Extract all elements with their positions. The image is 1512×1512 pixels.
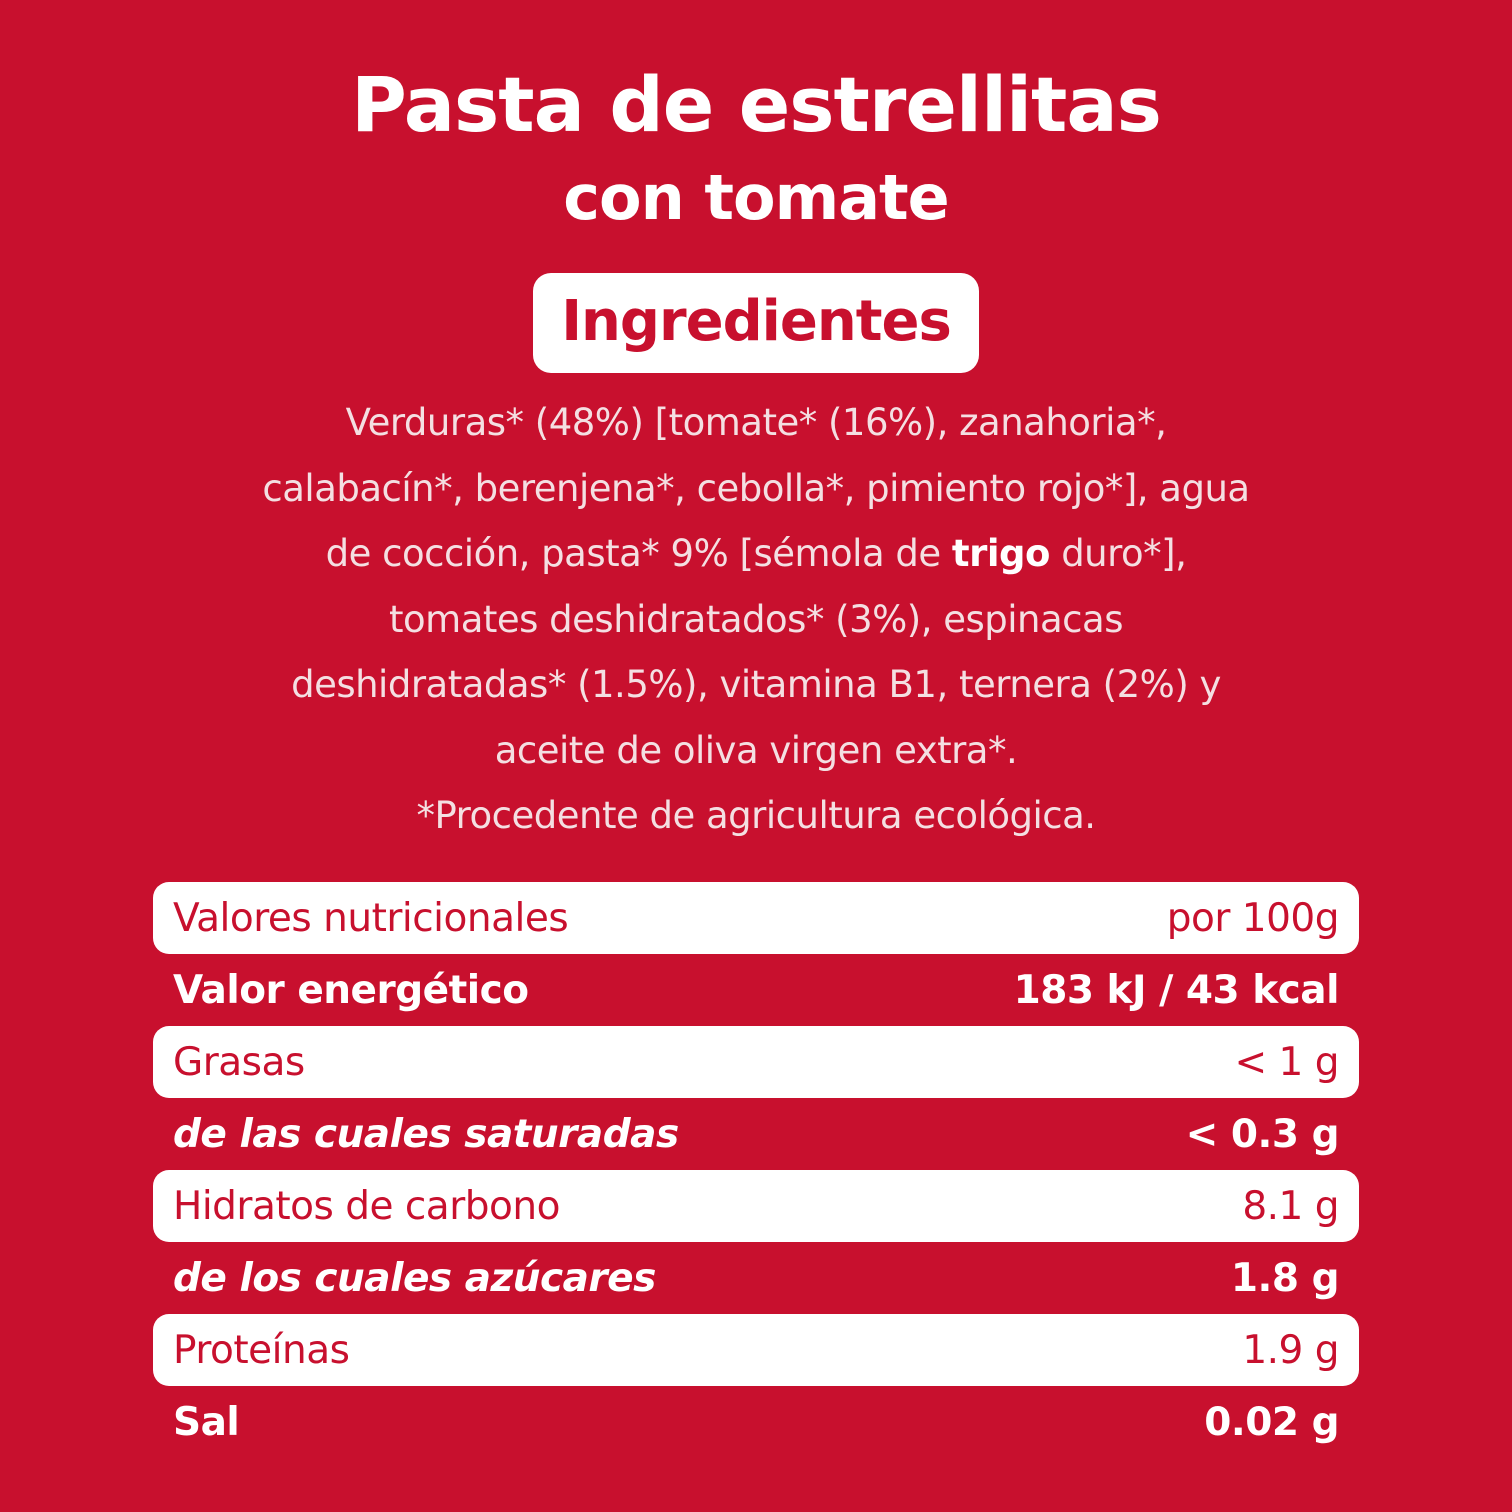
nutrition-value: 0.02 g <box>1204 1399 1339 1445</box>
nutrition-label: Proteínas <box>173 1327 350 1373</box>
nutrition-value: 183 kJ / 43 kcal <box>1013 967 1340 1013</box>
nutrition-value: 1.9 g <box>1242 1327 1339 1373</box>
nutrition-header-label: Valores nutricionales <box>173 895 569 941</box>
ingredients-line: calabacín*, berenjena*, cebolla*, pimien… <box>262 466 1250 510</box>
nutrition-row-sugars: de los cuales azúcares 1.8 g <box>153 1242 1359 1314</box>
nutrition-row-carbs: Hidratos de carbono 8.1 g <box>153 1170 1359 1242</box>
nutrition-row-salt: Sal 0.02 g <box>153 1386 1359 1458</box>
nutrition-header-value: por 100g <box>1166 895 1340 941</box>
nutrition-label: Hidratos de carbono <box>173 1183 560 1229</box>
ingredients-footnote: *Procedente de agricultura ecológica. <box>416 794 1096 837</box>
ingredients-line: de cocción, pasta* 9% [sémola de trigo d… <box>150 521 1362 587</box>
ingredients-line: Verduras* (48%) [tomate* (16%), zanahori… <box>345 401 1167 444</box>
nutrition-value: < 0.3 g <box>1185 1111 1340 1157</box>
allergen-highlight: trigo <box>951 532 1051 575</box>
nutrition-header-row: Valores nutricionales por 100g <box>153 882 1359 954</box>
ingredients-line: aceite de oliva virgen extra*. <box>494 728 1018 772</box>
ingredients-heading: Ingredientes <box>533 273 979 373</box>
nutrition-row-energy: Valor energético 183 kJ / 43 kcal <box>153 954 1359 1026</box>
product-title: Pasta de estrellitas <box>351 60 1162 149</box>
nutrition-row-saturated: de las cuales saturadas < 0.3 g <box>153 1098 1359 1170</box>
ingredients-line-part: de cocción, pasta* 9% [sémola de <box>325 532 952 575</box>
product-subtitle: con tomate <box>563 161 949 234</box>
nutrition-label: Valor energético <box>173 967 529 1013</box>
ingredients-line: deshidratadas* (1.5%), vitamina B1, tern… <box>291 663 1221 706</box>
nutrition-label: Sal <box>173 1399 240 1445</box>
nutrition-row-protein: Proteínas 1.9 g <box>153 1314 1359 1386</box>
nutrition-value: 1.8 g <box>1230 1255 1340 1301</box>
ingredients-line: tomates deshidratados* (3%), espinacas <box>389 597 1123 641</box>
nutrition-row-fat: Grasas < 1 g <box>153 1026 1359 1098</box>
ingredients-text: Verduras* (48%) [tomate* (16%), zanahori… <box>150 390 1362 849</box>
nutrition-label: de los cuales azúcares <box>173 1255 656 1301</box>
nutrition-value: < 1 g <box>1234 1039 1339 1085</box>
ingredients-line-part: duro*], <box>1049 532 1187 575</box>
nutrition-label: Grasas <box>173 1039 305 1085</box>
nutrition-label: de las cuales saturadas <box>173 1111 679 1157</box>
nutrition-value: 8.1 g <box>1242 1183 1339 1229</box>
